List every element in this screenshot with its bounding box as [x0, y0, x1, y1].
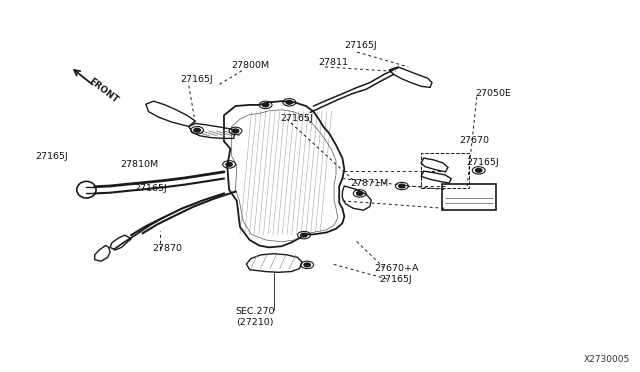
- Text: 27165J: 27165J: [280, 114, 313, 123]
- Bar: [421, 153, 469, 188]
- Text: X2730005: X2730005: [584, 355, 630, 364]
- Text: 27165J: 27165J: [180, 76, 213, 84]
- Text: 27670+A: 27670+A: [374, 264, 419, 273]
- Text: 27165J: 27165J: [466, 158, 499, 167]
- Circle shape: [262, 103, 269, 107]
- Circle shape: [476, 169, 482, 172]
- Text: 27810M: 27810M: [120, 160, 159, 169]
- Text: 27800M: 27800M: [232, 61, 270, 70]
- Text: 27050E: 27050E: [475, 89, 511, 98]
- Text: 27165J: 27165J: [134, 185, 167, 193]
- Circle shape: [304, 263, 310, 267]
- Circle shape: [226, 163, 232, 166]
- Circle shape: [301, 233, 307, 237]
- Circle shape: [194, 128, 200, 132]
- Text: FRONT: FRONT: [87, 77, 120, 105]
- Text: SEC.270
(27210): SEC.270 (27210): [235, 307, 275, 327]
- Text: 27165J: 27165J: [344, 41, 377, 50]
- Text: 27670: 27670: [460, 136, 490, 145]
- Circle shape: [356, 192, 363, 195]
- Text: 27811: 27811: [319, 58, 349, 67]
- Circle shape: [286, 100, 292, 104]
- Circle shape: [399, 184, 405, 188]
- Text: 27871M: 27871M: [351, 179, 389, 187]
- Text: 27165J: 27165J: [35, 153, 68, 161]
- Circle shape: [232, 129, 239, 133]
- Text: 27165J: 27165J: [379, 275, 412, 284]
- Text: 27870: 27870: [152, 244, 182, 253]
